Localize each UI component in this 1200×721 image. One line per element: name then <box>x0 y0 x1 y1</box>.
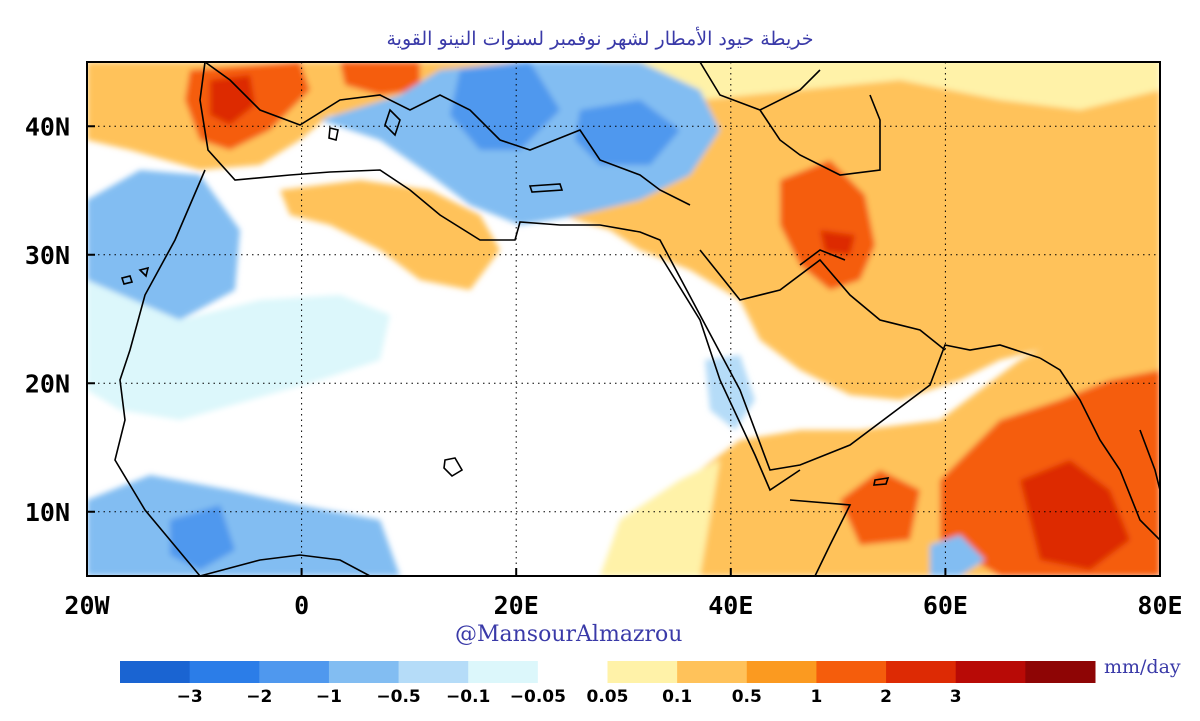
anomaly-field <box>87 62 1160 576</box>
shade-strong-europe <box>340 62 420 95</box>
y-tick-label: 30N <box>25 241 70 270</box>
colorbar-label: 0.1 <box>662 687 692 707</box>
x-tick-label: 20W <box>64 591 110 620</box>
colorbar-label: 2 <box>880 687 892 707</box>
colorbar-units: mm/day <box>1104 656 1181 678</box>
colorbar-swatch <box>955 661 1026 683</box>
shade-dry-west-light <box>87 280 390 420</box>
shade-dry-med-inner <box>450 62 560 150</box>
colorbar-label: 0.5 <box>732 687 762 707</box>
lake-chad <box>443 457 464 478</box>
colorbar-swatch <box>398 661 469 683</box>
x-tick-label: 20E <box>494 591 539 620</box>
colorbar-label: −0.05 <box>510 687 566 707</box>
colorbar: −3 −2 −1 −0.5 −0.1 −0.05 0.05 0.1 0.5 1 2 3 <box>120 661 1096 707</box>
colorbar-swatch <box>537 661 608 683</box>
x-tick-label: 80E <box>1137 591 1182 620</box>
shade-wet-south-light <box>600 460 720 576</box>
shade-vstrong-2 <box>1020 460 1130 570</box>
colorbar-swatch <box>259 661 330 683</box>
y-tick-label: 10N <box>25 498 70 527</box>
shade-wet-lightband <box>605 62 1160 110</box>
axes: 20W 0 20E 40E 60E 80E 10N 20N 30N 40N <box>25 112 1183 620</box>
map-title: خريطة حيود الأمطار لشهر نوفمبر لسنوات ال… <box>386 28 814 50</box>
x-tick-label: 0 <box>294 591 309 620</box>
colorbar-swatch <box>468 661 539 683</box>
coastline-europe <box>204 62 881 206</box>
coastline-arabia <box>699 249 946 351</box>
colorbar-swatch <box>677 661 748 683</box>
colorbar-label: 3 <box>950 687 962 707</box>
island-crete <box>528 183 564 193</box>
shade-strong-africa <box>840 470 920 545</box>
map-frame <box>86 61 1161 577</box>
shade-dry-turkey <box>575 100 680 165</box>
colorbar-label: −0.1 <box>446 687 490 707</box>
colorbar-label: −2 <box>246 687 272 707</box>
colorbar-label: −0.5 <box>376 687 420 707</box>
island-sardinia <box>328 126 339 142</box>
shade-vstrong-1 <box>210 75 255 125</box>
x-tick-label: 40E <box>708 591 753 620</box>
island-socotra <box>873 477 890 486</box>
colorbar-swatch <box>189 661 260 683</box>
colorbar-swatch <box>328 661 400 683</box>
y-tick-label: 40N <box>25 112 70 141</box>
shade-wet-northafrica <box>280 180 500 290</box>
colorbar-swatch <box>746 661 817 683</box>
colorbar-swatch <box>816 661 887 683</box>
island-canaries <box>120 266 150 285</box>
colorbar-label: 1 <box>811 687 823 707</box>
shade-dry-eastafrica <box>930 535 985 576</box>
x-tick-label: 60E <box>923 591 968 620</box>
shade-dry-atlantic <box>87 170 240 320</box>
author-credit: @MansourAlmazrou <box>455 622 683 647</box>
coastline-africa <box>114 62 1041 576</box>
colorbar-swatch <box>120 661 191 683</box>
colorbar-swatch <box>886 661 957 683</box>
shade-dry-gulfguinea <box>87 475 400 576</box>
island-italy <box>384 108 401 137</box>
shade-strong-iran <box>780 160 875 290</box>
colorbar-swatch <box>1025 661 1096 683</box>
coastlines <box>114 62 1160 576</box>
y-tick-label: 20N <box>25 369 70 398</box>
colorbar-label: −1 <box>316 687 342 707</box>
shade-vstrong-3 <box>820 230 855 255</box>
colorbar-label: 0.05 <box>587 687 629 707</box>
shade-dry-gulfguinea-inner <box>170 505 235 570</box>
colorbar-swatch <box>607 661 678 683</box>
coastline-india <box>1039 357 1160 541</box>
colorbar-label: −3 <box>177 687 203 707</box>
